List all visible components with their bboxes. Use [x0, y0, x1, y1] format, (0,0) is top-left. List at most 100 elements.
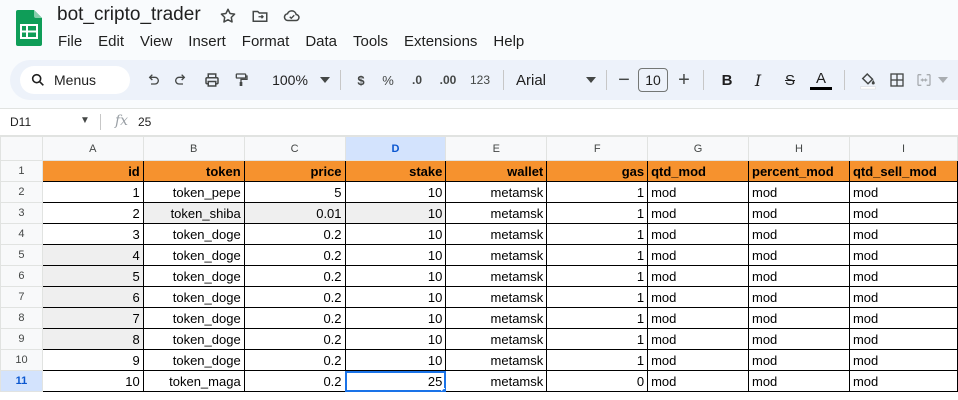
table-cell[interactable]: token_doge	[142, 328, 245, 350]
cloud-status-icon[interactable]	[282, 6, 302, 26]
strikethrough-button[interactable]: S	[784, 71, 795, 89]
merge-cells-icon[interactable]	[911, 66, 937, 94]
header-cell[interactable]: wallet	[445, 160, 548, 182]
table-cell[interactable]: 5	[41, 265, 144, 287]
header-cell[interactable]: qtd_mod	[647, 160, 749, 182]
chevron-down-icon[interactable]	[584, 66, 598, 94]
table-cell[interactable]: mod	[748, 265, 850, 287]
table-cell[interactable]: 6	[41, 286, 144, 308]
star-icon[interactable]	[218, 6, 238, 26]
bold-button[interactable]: B	[721, 71, 733, 89]
column-header[interactable]: A	[41, 136, 144, 161]
table-cell[interactable]: mod	[748, 202, 850, 224]
formula-input[interactable]: 25	[138, 115, 152, 129]
table-cell[interactable]: mod	[647, 370, 749, 392]
table-cell[interactable]: token_shiba	[142, 202, 245, 224]
column-header[interactable]: H	[748, 136, 850, 161]
increase-font-size-button[interactable]: +	[678, 68, 690, 91]
header-cell[interactable]: price	[243, 160, 346, 182]
table-cell[interactable]: 10	[344, 265, 447, 287]
table-cell[interactable]: metamsk	[445, 181, 548, 203]
table-cell[interactable]: 10	[344, 181, 447, 203]
chevron-down-icon[interactable]: ▼	[80, 115, 90, 126]
table-cell[interactable]: 3	[41, 223, 144, 245]
table-cell[interactable]: mod	[748, 307, 850, 329]
search-menus-button[interactable]: Menus	[20, 66, 130, 94]
fill-handle[interactable]	[441, 388, 445, 391]
table-cell[interactable]: 1	[546, 202, 649, 224]
header-cell[interactable]: stake	[344, 160, 447, 182]
column-header[interactable]: B	[142, 136, 245, 161]
table-cell[interactable]: token_doge	[142, 223, 245, 245]
table-cell[interactable]: 1	[546, 286, 649, 308]
move-folder-icon[interactable]	[250, 6, 270, 26]
header-cell[interactable]: percent_mod	[748, 160, 850, 182]
table-cell[interactable]: metamsk	[445, 370, 548, 392]
menu-format[interactable]: Format	[241, 33, 290, 50]
menu-data[interactable]: Data	[305, 33, 337, 50]
table-cell[interactable]: 1	[546, 265, 649, 287]
table-cell[interactable]: mod	[647, 307, 749, 329]
table-cell[interactable]: 8	[41, 328, 144, 350]
column-header[interactable]: G	[647, 136, 749, 161]
table-cell[interactable]: 1	[546, 328, 649, 350]
table-cell[interactable]: mod	[848, 307, 958, 329]
table-cell[interactable]: token_doge	[142, 307, 245, 329]
table-cell[interactable]: mod	[748, 223, 850, 245]
table-cell[interactable]: 1	[546, 223, 649, 245]
decrease-decimal-button[interactable]: .0	[411, 73, 422, 87]
table-cell[interactable]: mod	[848, 370, 958, 392]
table-cell[interactable]: mod	[748, 349, 850, 371]
table-cell[interactable]: 0	[546, 370, 649, 392]
table-cell[interactable]: token_doge	[142, 349, 245, 371]
document-title[interactable]: bot_cripto_trader	[57, 4, 201, 25]
table-cell[interactable]: mod	[848, 328, 958, 350]
table-cell[interactable]: mod	[848, 265, 958, 287]
table-cell[interactable]: token_doge	[142, 244, 245, 266]
table-cell[interactable]: 1	[41, 181, 144, 203]
table-cell[interactable]: metamsk	[445, 349, 548, 371]
font-select[interactable]: Arial	[516, 71, 547, 89]
fill-color-icon[interactable]	[853, 66, 883, 94]
active-cell[interactable]: 25	[344, 370, 447, 392]
table-cell[interactable]: mod	[748, 328, 850, 350]
table-cell[interactable]: mod	[647, 202, 749, 224]
row-header[interactable]: 10	[0, 349, 43, 371]
chevron-down-icon[interactable]	[937, 66, 949, 94]
table-cell[interactable]: token_doge	[142, 265, 245, 287]
table-cell[interactable]: mod	[848, 223, 958, 245]
row-header[interactable]: 3	[0, 202, 43, 224]
table-cell[interactable]: 10	[344, 328, 447, 350]
table-cell[interactable]: 10	[344, 349, 447, 371]
table-cell[interactable]: 2	[41, 202, 144, 224]
table-cell[interactable]: mod	[647, 328, 749, 350]
increase-decimal-button[interactable]: .00	[439, 73, 457, 87]
row-header[interactable]: 2	[0, 181, 43, 203]
table-cell[interactable]: metamsk	[445, 223, 548, 245]
table-cell[interactable]: 10	[344, 202, 447, 224]
column-header[interactable]: F	[546, 136, 649, 161]
column-header-selected[interactable]: D	[344, 136, 447, 161]
table-cell[interactable]: 10	[41, 370, 144, 392]
table-cell[interactable]: 5	[243, 181, 346, 203]
row-header[interactable]: 4	[0, 223, 43, 245]
table-cell[interactable]: 10	[344, 307, 447, 329]
table-cell[interactable]: 4	[41, 244, 144, 266]
decrease-font-size-button[interactable]: −	[618, 68, 630, 91]
table-cell[interactable]: token_pepe	[142, 181, 245, 203]
row-header[interactable]: 1	[0, 160, 43, 182]
table-cell[interactable]: metamsk	[445, 328, 548, 350]
table-cell[interactable]: token_doge	[142, 286, 245, 308]
table-cell[interactable]: mod	[748, 244, 850, 266]
table-cell[interactable]: mod	[647, 181, 749, 203]
row-header[interactable]: 5	[0, 244, 43, 266]
menu-edit[interactable]: Edit	[98, 33, 125, 50]
row-header[interactable]: 8	[0, 307, 43, 329]
name-box[interactable]: D11	[10, 115, 32, 129]
sheets-logo-icon[interactable]	[16, 10, 42, 46]
table-cell[interactable]: metamsk	[445, 286, 548, 308]
table-cell[interactable]: 0.2	[243, 265, 346, 287]
table-cell[interactable]: 0.2	[243, 244, 346, 266]
table-cell[interactable]: token_maga	[142, 370, 245, 392]
table-cell[interactable]: metamsk	[445, 244, 548, 266]
